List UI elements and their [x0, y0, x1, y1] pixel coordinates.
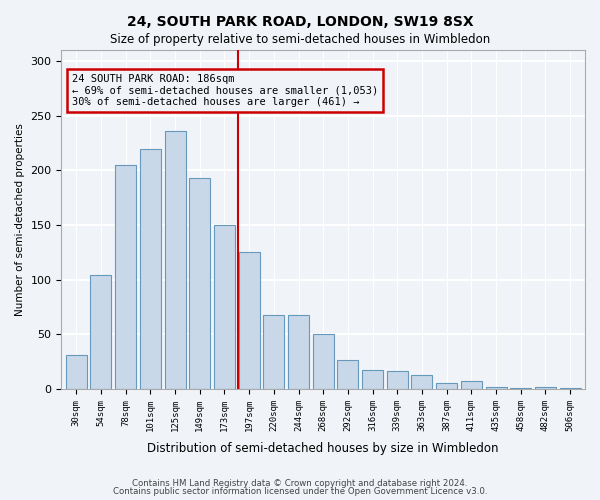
Bar: [362, 370, 383, 389]
Text: Contains public sector information licensed under the Open Government Licence v3: Contains public sector information licen…: [113, 487, 487, 496]
Bar: [66, 355, 87, 389]
Bar: [313, 334, 334, 389]
Bar: [214, 225, 235, 389]
Text: 24 SOUTH PARK ROAD: 186sqm
← 69% of semi-detached houses are smaller (1,053)
30%: 24 SOUTH PARK ROAD: 186sqm ← 69% of semi…: [72, 74, 378, 107]
Bar: [164, 131, 185, 389]
Bar: [461, 382, 482, 389]
Bar: [485, 386, 506, 389]
Bar: [263, 314, 284, 389]
Bar: [337, 360, 358, 389]
Bar: [412, 374, 433, 389]
X-axis label: Distribution of semi-detached houses by size in Wimbledon: Distribution of semi-detached houses by …: [148, 442, 499, 455]
Y-axis label: Number of semi-detached properties: Number of semi-detached properties: [15, 123, 25, 316]
Bar: [510, 388, 531, 389]
Bar: [560, 388, 581, 389]
Bar: [535, 386, 556, 389]
Bar: [115, 165, 136, 389]
Bar: [91, 275, 112, 389]
Bar: [140, 150, 161, 389]
Text: Size of property relative to semi-detached houses in Wimbledon: Size of property relative to semi-detach…: [110, 32, 490, 46]
Bar: [239, 252, 260, 389]
Text: 24, SOUTH PARK ROAD, LONDON, SW19 8SX: 24, SOUTH PARK ROAD, LONDON, SW19 8SX: [127, 15, 473, 29]
Bar: [387, 372, 408, 389]
Bar: [436, 384, 457, 389]
Text: Contains HM Land Registry data © Crown copyright and database right 2024.: Contains HM Land Registry data © Crown c…: [132, 478, 468, 488]
Bar: [288, 314, 309, 389]
Bar: [189, 178, 210, 389]
